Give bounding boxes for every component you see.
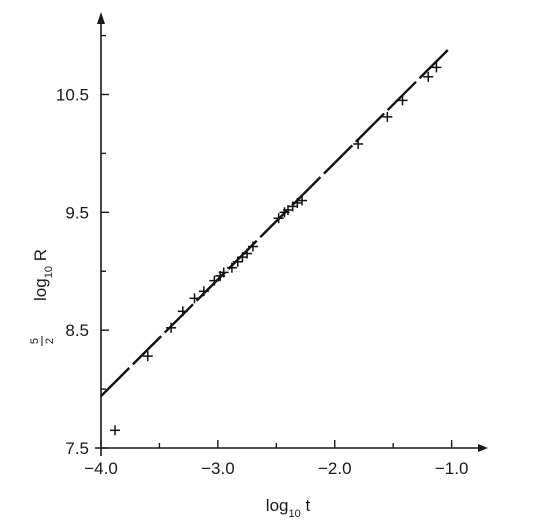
data-point-plus-marker xyxy=(431,62,442,73)
x-axis-arrow-icon xyxy=(478,444,488,452)
y-tick-label: 8.5 xyxy=(65,321,89,340)
data-point-plus-marker xyxy=(198,286,209,297)
ticks: −4.0 −3.0 −2.0 −1.0 7.5 8.5 9.5 10.5 xyxy=(56,34,469,478)
y-axis-arrow-icon xyxy=(97,12,105,24)
data-point-plus-marker xyxy=(142,351,153,362)
y-axis-label-fraction-denominator: 2 xyxy=(44,338,56,344)
x-axis-label: log10 t xyxy=(266,496,311,520)
data-points xyxy=(110,62,442,436)
data-point-plus-marker xyxy=(382,111,393,122)
fit-line-group xyxy=(100,48,449,398)
data-point-plus-marker xyxy=(209,275,220,286)
data-point-plus-marker xyxy=(297,195,308,206)
data-point-plus-marker xyxy=(247,241,258,252)
data-point-plus-marker xyxy=(218,267,229,278)
y-axis-label-subscript: 10 xyxy=(43,266,55,278)
data-point-plus-marker xyxy=(273,213,284,224)
y-axis-label-fraction-numerator: 5 xyxy=(29,338,41,344)
x-tick-label: −4.0 xyxy=(84,459,118,478)
y-tick-label: 7.5 xyxy=(65,439,89,458)
data-point-plus-marker xyxy=(353,138,364,149)
data-point-plus-marker xyxy=(292,197,303,208)
y-axis-label-variable: R xyxy=(31,249,50,266)
y-axis-label-text: log10 R xyxy=(31,249,55,301)
x-tick-label: −1.0 xyxy=(435,459,469,478)
y-tick-label: 10.5 xyxy=(56,85,89,104)
x-axis-label-main: log xyxy=(266,496,289,515)
data-point-plus-marker xyxy=(397,95,408,106)
x-tick-label: −3.0 xyxy=(201,459,235,478)
data-point-plus-marker xyxy=(177,306,188,317)
data-point-plus-marker xyxy=(189,293,200,304)
data-point-plus-marker xyxy=(110,425,121,436)
data-point-plus-marker xyxy=(232,256,243,267)
axes xyxy=(95,12,488,456)
x-axis-label-subscript: 10 xyxy=(288,508,300,520)
data-point-plus-marker xyxy=(423,71,434,82)
y-tick-label: 9.5 xyxy=(65,203,89,222)
fit-line xyxy=(100,48,449,398)
data-point-plus-marker xyxy=(226,262,237,273)
data-point-plus-marker xyxy=(242,248,253,259)
y-axis-label: log10 R 5 2 xyxy=(29,249,56,346)
data-point-plus-marker xyxy=(166,322,177,333)
x-tick-label: −2.0 xyxy=(318,459,352,478)
y-axis-label-main: log xyxy=(31,278,50,301)
x-axis-label-variable: t xyxy=(301,496,311,515)
